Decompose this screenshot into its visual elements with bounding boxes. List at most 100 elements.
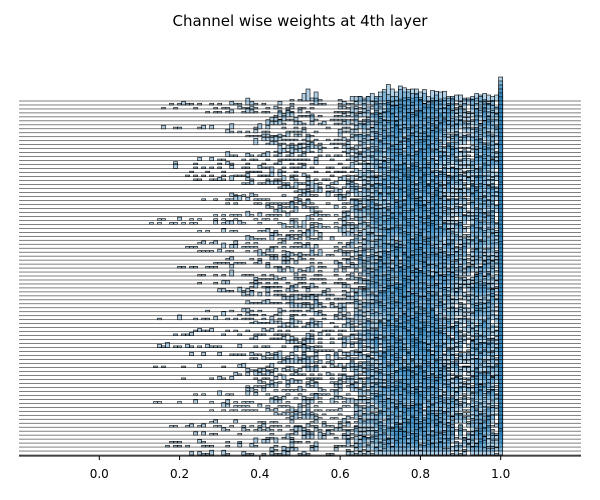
histogram-bar <box>289 406 295 412</box>
histogram-bar <box>353 226 359 233</box>
histogram-bar <box>369 93 375 102</box>
histogram-bar <box>189 451 194 456</box>
histogram-bar <box>357 145 363 150</box>
histogram-bar <box>297 385 303 392</box>
histogram-bar <box>325 214 331 217</box>
histogram-bar <box>349 133 355 138</box>
histogram-bar <box>482 248 487 253</box>
histogram-bar <box>474 103 479 110</box>
histogram-bar <box>486 294 491 301</box>
histogram-bar <box>353 134 359 142</box>
histogram-bar <box>462 197 467 205</box>
histogram-bar <box>341 105 347 110</box>
histogram-bar <box>494 447 500 452</box>
histogram-bar <box>349 320 355 325</box>
histogram-bar <box>341 225 347 233</box>
histogram-bar <box>173 222 178 225</box>
histogram-bar <box>353 168 359 173</box>
histogram-bar <box>249 352 255 356</box>
histogram-bar <box>446 182 451 197</box>
histogram-bar <box>349 149 355 154</box>
histogram-bar <box>225 441 231 444</box>
histogram-bar <box>193 431 198 436</box>
histogram-bar <box>321 102 327 106</box>
histogram-bar <box>494 299 500 305</box>
histogram-bar <box>454 310 459 317</box>
histogram-bar <box>289 339 295 344</box>
histogram-bar <box>273 293 279 297</box>
histogram-bar <box>229 269 235 277</box>
histogram-bar <box>490 323 495 333</box>
histogram-bar <box>269 357 275 360</box>
histogram-bar <box>257 165 263 169</box>
histogram-bar <box>353 308 359 313</box>
histogram-bar <box>466 331 471 336</box>
histogram-bar <box>450 427 455 444</box>
histogram-bar <box>361 250 367 261</box>
histogram-bar <box>341 316 347 321</box>
histogram-bar <box>325 354 331 360</box>
histogram-bar <box>273 246 279 249</box>
histogram-bar <box>313 349 319 352</box>
histogram-bar <box>289 378 295 384</box>
histogram-bar <box>373 408 379 412</box>
histogram-bar <box>422 445 427 456</box>
histogram-bar <box>325 297 331 301</box>
histogram-bar <box>478 257 483 265</box>
histogram-bar <box>289 118 295 122</box>
histogram-bar <box>157 343 162 348</box>
histogram-bar <box>269 117 275 122</box>
histogram-bar <box>265 137 271 142</box>
histogram-bar <box>357 342 363 352</box>
histogram-bar <box>297 133 303 138</box>
histogram-bar <box>317 145 323 150</box>
histogram-bar <box>317 223 323 229</box>
histogram-bar <box>349 445 355 448</box>
histogram-bar <box>466 415 471 420</box>
histogram-bar <box>249 236 255 241</box>
histogram-bar <box>269 121 275 126</box>
histogram-bar <box>369 186 375 193</box>
histogram-bar <box>478 287 483 301</box>
histogram-bar <box>229 264 235 269</box>
histogram-bar <box>217 102 223 106</box>
histogram-bar <box>285 266 291 269</box>
histogram-bar <box>269 362 275 368</box>
histogram-bar <box>217 288 223 293</box>
histogram-bar <box>285 235 291 241</box>
histogram-bar <box>313 382 319 388</box>
histogram-bar <box>281 147 287 154</box>
histogram-bar <box>337 308 343 313</box>
histogram-bar <box>301 435 307 440</box>
histogram-bar <box>377 192 383 205</box>
histogram-bar <box>253 392 259 396</box>
histogram-bar <box>253 102 259 106</box>
histogram-bar <box>373 311 379 321</box>
histogram-bar <box>486 247 491 257</box>
histogram-bar <box>301 219 307 229</box>
histogram-bar <box>365 139 371 146</box>
histogram-bar <box>213 214 219 217</box>
histogram-bar <box>361 221 367 229</box>
histogram-bar <box>333 427 339 432</box>
histogram-bar <box>313 244 319 249</box>
histogram-bar <box>313 310 319 317</box>
histogram-bar <box>297 182 303 185</box>
histogram-bar <box>313 355 319 360</box>
x-ticks: 0.0 0.2 0.4 0.6 0.8 1.0 <box>90 456 510 481</box>
histogram-bar <box>333 118 339 122</box>
histogram-bar <box>349 451 355 456</box>
histogram-bar <box>357 324 363 329</box>
histogram-bar <box>454 181 459 189</box>
histogram-bar <box>377 321 383 336</box>
histogram-bar <box>381 184 387 201</box>
histogram-bar <box>285 110 291 118</box>
histogram-bar <box>361 163 367 169</box>
histogram-bar <box>361 390 367 396</box>
histogram-bar <box>225 280 231 285</box>
histogram-bar <box>317 387 323 392</box>
histogram-bar <box>349 122 355 126</box>
histogram-bar <box>349 129 355 134</box>
histogram-bar <box>313 118 319 122</box>
x-tick-label: 1.0 <box>491 467 510 481</box>
